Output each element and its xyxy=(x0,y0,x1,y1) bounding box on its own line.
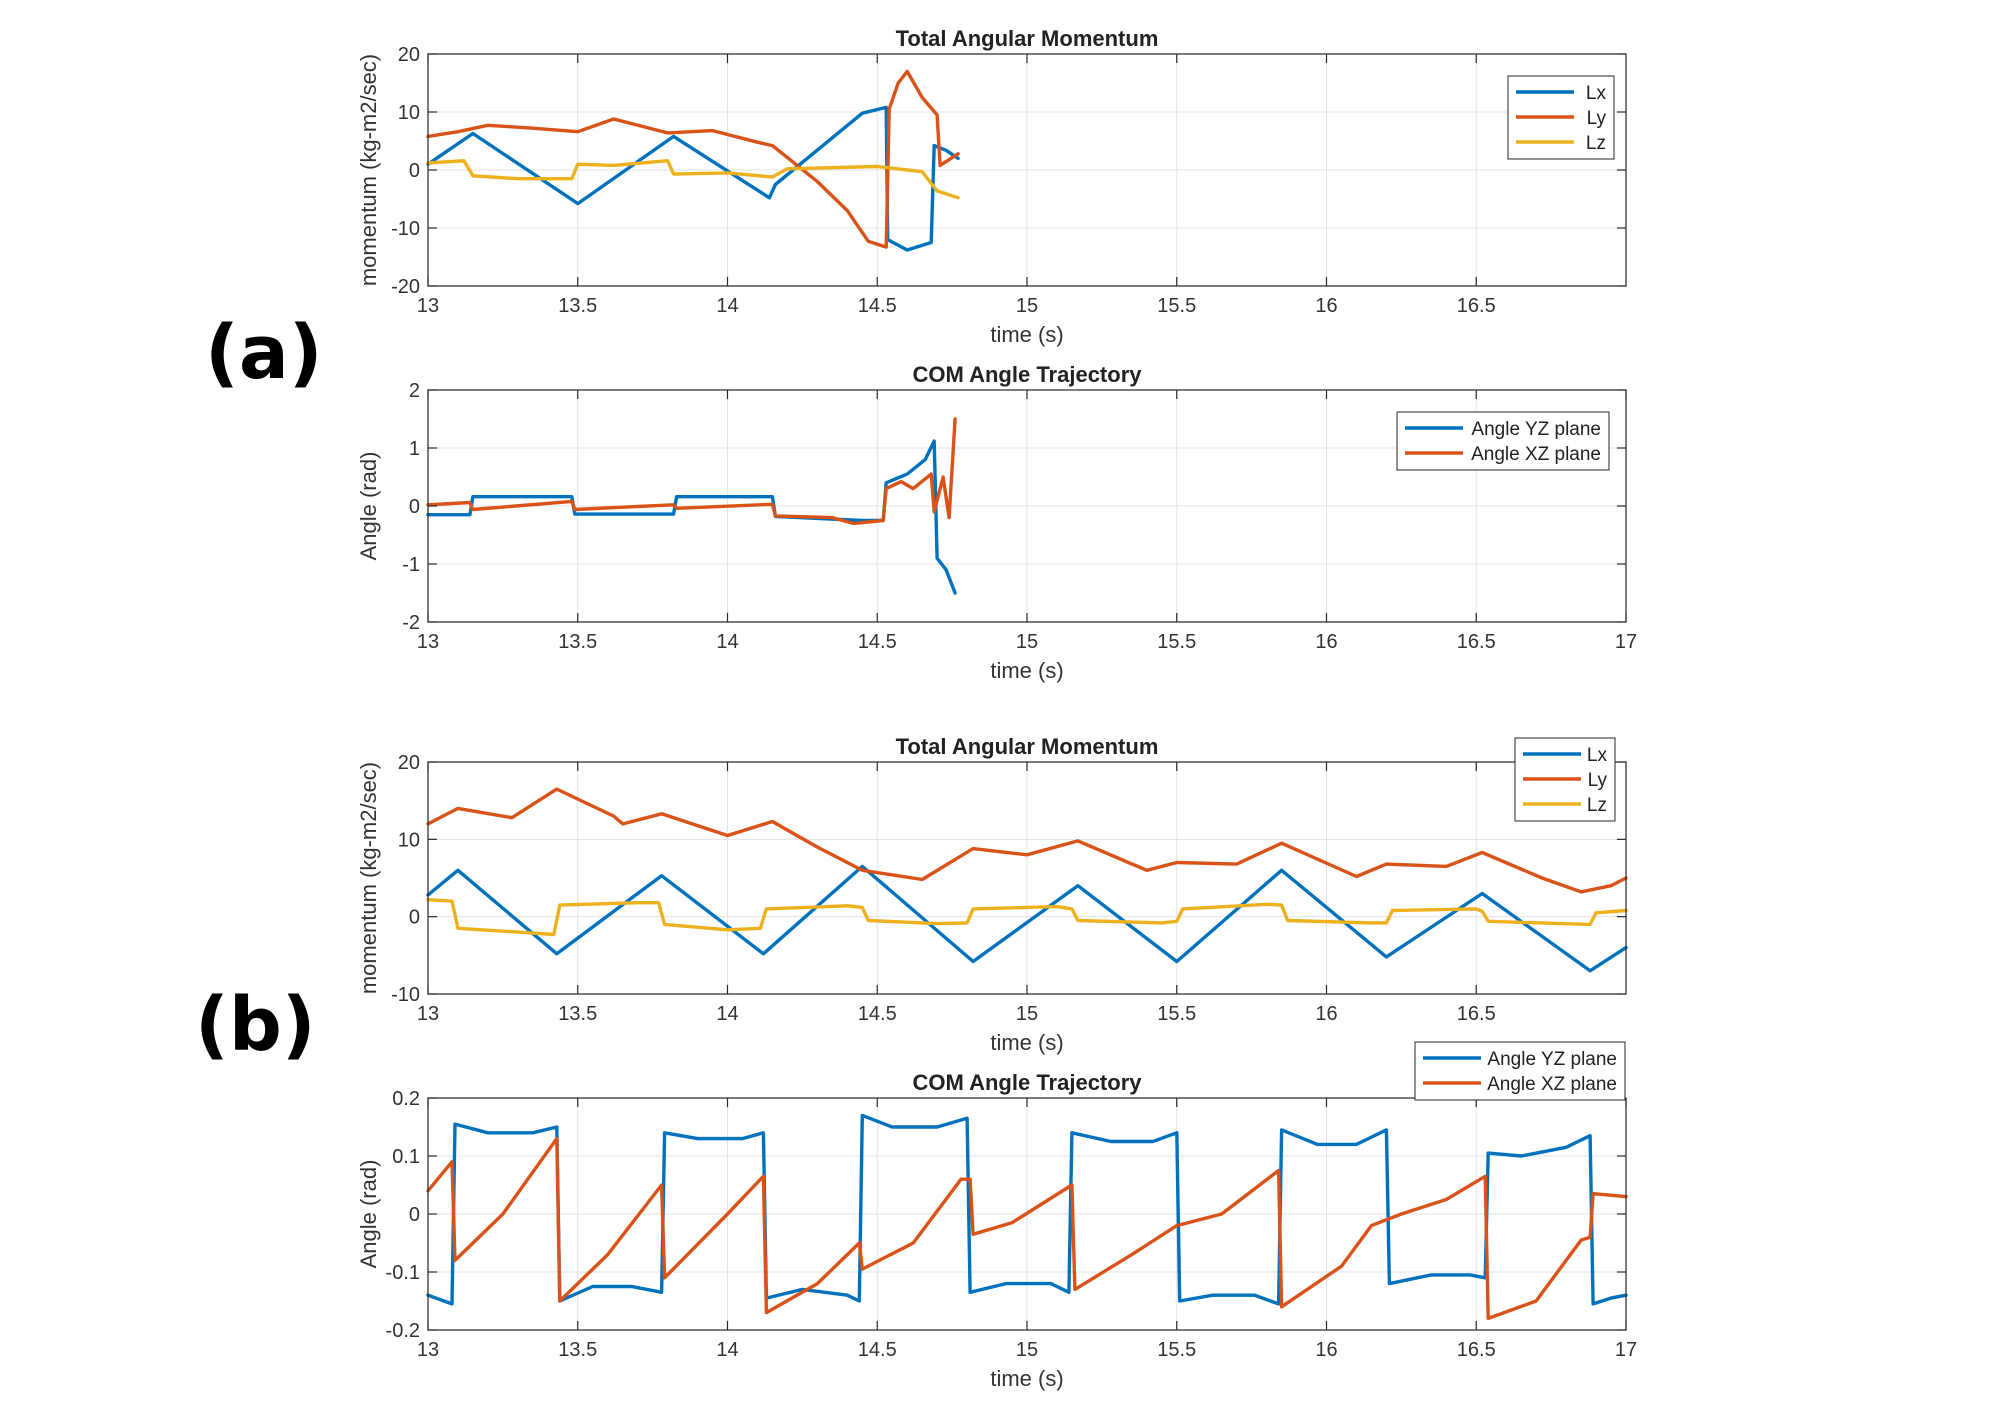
y-axis-label: Angle (rad) xyxy=(356,1160,381,1269)
legend-a1: Lx Ly Lz xyxy=(1507,75,1615,160)
x-tick-label: 16.5 xyxy=(1457,631,1496,653)
series-line-angle-yz-plane xyxy=(426,1113,1628,1306)
y-tick-label: -20 xyxy=(391,276,420,298)
y-axis-label: momentum (kg-m2/sec) xyxy=(356,762,381,994)
chart-b-angular-momentum: 13 13.5 14 14.5 15 15.5 16 16.5 -10 0 10 20 Total An… xyxy=(356,734,1628,1055)
series-line-angle-xz-plane xyxy=(426,1136,1628,1321)
legend-entry: Angle XZ plane xyxy=(1471,444,1601,465)
y-tick-label: 20 xyxy=(398,44,420,66)
y-tick-label: 1 xyxy=(409,438,420,460)
legend-box xyxy=(1414,1041,1626,1101)
x-tick-label: 15.5 xyxy=(1157,295,1196,317)
legend-b2: Angle YZ plane Angle XZ plane xyxy=(1414,1041,1626,1101)
chart-title: COM Angle Trajectory xyxy=(912,362,1142,387)
series-line-lz xyxy=(426,898,1628,937)
y-tick-label: 20 xyxy=(398,752,420,774)
x-axis-label: time (s) xyxy=(990,322,1063,347)
x-tick-label: 14 xyxy=(716,1003,738,1025)
y-tick-label: 2 xyxy=(409,380,420,402)
chart-a-angular-momentum: 13 13.5 14 14.5 15 15.5 16 16.5 -20 -10 0 10 20 Total… xyxy=(356,26,1627,347)
x-tick-label: 15.5 xyxy=(1157,1339,1196,1361)
y-tick-label: 0 xyxy=(409,907,420,929)
x-tick-label: 15.5 xyxy=(1157,1003,1196,1025)
panel-label-a: (a) xyxy=(205,310,323,396)
series-line-angle-xz-plane xyxy=(426,417,957,526)
x-tick-label: 16.5 xyxy=(1457,1003,1496,1025)
x-axis-label: time (s) xyxy=(990,1030,1063,1055)
legend-box xyxy=(1396,411,1610,471)
y-tick-label: -1 xyxy=(402,554,420,576)
series-line-lx xyxy=(426,864,1628,973)
y-tick-label: 0 xyxy=(409,160,420,182)
x-tick-label: 14 xyxy=(716,295,738,317)
y-axis-label: Angle (rad) xyxy=(356,452,381,561)
x-tick-label: 16 xyxy=(1315,1003,1337,1025)
x-tick-label: 16.5 xyxy=(1457,295,1496,317)
x-tick-label: 16 xyxy=(1315,631,1337,653)
x-tick-label: 14.5 xyxy=(858,1339,897,1361)
y-tick-label: -2 xyxy=(402,612,420,634)
legend-entry: Angle YZ plane xyxy=(1471,419,1601,440)
x-tick-label: 13.5 xyxy=(558,1339,597,1361)
x-tick-label: 14 xyxy=(716,631,738,653)
y-axis-label: momentum (kg-m2/sec) xyxy=(356,54,381,286)
x-tick-label: 13.5 xyxy=(558,631,597,653)
chart-b-com-angle: 13 13.5 14 14.5 15 15.5 16 16.5 17 -0.2 -0.1 0 0.1 0.… xyxy=(356,1041,1637,1391)
x-tick-label: 15 xyxy=(1016,631,1038,653)
x-tick-label: 13.5 xyxy=(558,295,597,317)
x-tick-label: 13 xyxy=(417,1339,439,1361)
x-tick-label: 15 xyxy=(1016,295,1038,317)
y-tick-label: 10 xyxy=(398,102,420,124)
legend-entry: Lz xyxy=(1587,795,1607,816)
legend-entry: Angle YZ plane xyxy=(1487,1049,1617,1070)
series-line-ly xyxy=(426,69,960,249)
legend-entry: Ly xyxy=(1587,108,1607,129)
x-tick-label: 17 xyxy=(1615,631,1637,653)
x-tick-label: 15 xyxy=(1016,1003,1038,1025)
legend-entry: Lx xyxy=(1587,745,1608,766)
legend-a2: Angle YZ plane Angle XZ plane xyxy=(1396,411,1610,471)
panel-label-b: (b) xyxy=(195,982,316,1068)
x-tick-label: 16.5 xyxy=(1457,1339,1496,1361)
x-axis-label: time (s) xyxy=(990,658,1063,683)
x-tick-label: 14 xyxy=(716,1339,738,1361)
series-line-lx xyxy=(426,105,960,252)
x-tick-label: 13 xyxy=(417,295,439,317)
legend-entry: Lx xyxy=(1586,83,1607,104)
x-tick-label: 13 xyxy=(417,631,439,653)
x-tick-label: 14.5 xyxy=(858,295,897,317)
chart-title: Total Angular Momentum xyxy=(896,734,1159,759)
y-tick-label: -10 xyxy=(391,984,420,1006)
x-tick-label: 13.5 xyxy=(558,1003,597,1025)
x-axis-label: time (s) xyxy=(990,1366,1063,1391)
x-tick-label: 17 xyxy=(1615,1339,1637,1361)
y-tick-label: 0.1 xyxy=(392,1146,420,1168)
x-tick-label: 14.5 xyxy=(858,631,897,653)
x-tick-label: 13 xyxy=(417,1003,439,1025)
legend-entry: Angle XZ plane xyxy=(1487,1074,1617,1095)
y-tick-label: 0 xyxy=(409,496,420,518)
legend-entry: Ly xyxy=(1588,770,1608,791)
series-line-lz xyxy=(426,159,960,200)
x-tick-label: 16 xyxy=(1315,295,1337,317)
x-tick-label: 14.5 xyxy=(858,1003,897,1025)
x-tick-label: 15.5 xyxy=(1157,631,1196,653)
x-tick-label: 15 xyxy=(1016,1339,1038,1361)
x-tick-label: 16 xyxy=(1315,1339,1337,1361)
chart-title: COM Angle Trajectory xyxy=(912,1070,1142,1095)
chart-title: Total Angular Momentum xyxy=(896,26,1159,51)
y-tick-label: -0.2 xyxy=(386,1320,420,1342)
series-line-ly xyxy=(426,787,1628,894)
y-tick-label: 10 xyxy=(398,829,420,851)
legend-b1: Lx Ly Lz xyxy=(1514,737,1616,822)
y-tick-label: 0 xyxy=(409,1204,420,1226)
y-tick-label: 0.2 xyxy=(392,1088,420,1110)
y-tick-label: -10 xyxy=(391,218,420,240)
chart-a-com-angle: 13 13.5 14 14.5 15 15.5 16 16.5 17 -2 -1 0 1 2 COM Ang… xyxy=(356,362,1637,683)
legend-entry: Lz xyxy=(1586,133,1606,154)
y-tick-label: -0.1 xyxy=(386,1262,420,1284)
